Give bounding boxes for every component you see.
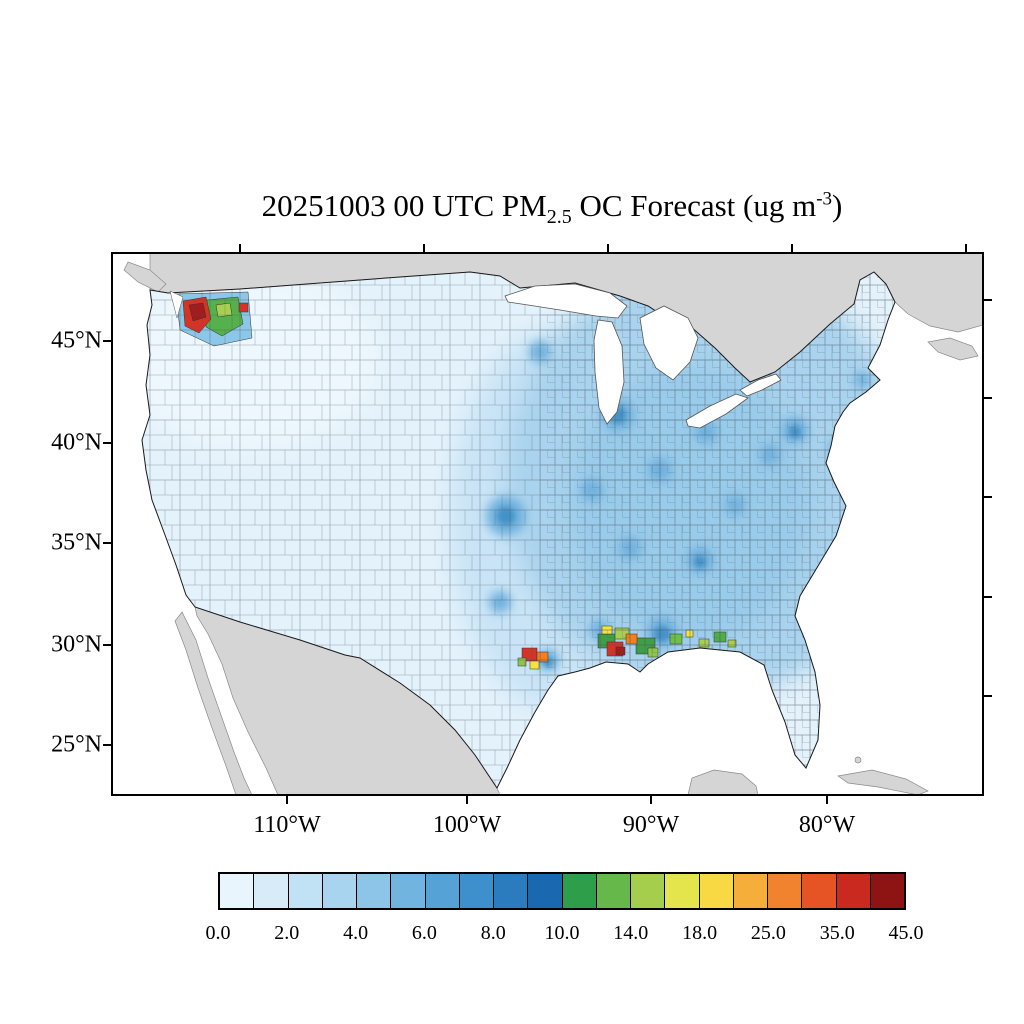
lon-label-100w: 100°W [432,812,502,838]
title-text: 20251003 00 UTC PM [261,188,547,223]
colorbar-cell [357,874,392,908]
lake-michigan [593,319,625,425]
title-subscript: 2.5 [546,206,572,229]
lat-label-45n: 45°N [51,327,102,354]
nova-scotia [927,337,979,361]
colorbar-cell [768,874,803,908]
figure-title: 20251003 00 UTC PM2.5 OC Forecast (ug m-… [80,188,1024,229]
colorbar-cell [596,874,631,908]
colorbar-tick-label: 6.0 [411,922,437,944]
puget-sound [169,290,184,319]
colorbar-cell [494,874,529,908]
colorbar-cell [665,874,700,908]
colorbar-cell [254,874,289,908]
colorbar-labels: 0.0 2.0 4.0 6.0 8.0 10.0 14.0 18.0 25.0 35.0 45.0 [206,922,924,948]
colorbar-cell [733,874,768,908]
colorbar-tick-label: 8.0 [480,922,506,944]
colorbar-tick-label: 2.0 [274,922,300,944]
colorbar-tick-label: 4.0 [343,922,369,944]
colorbar-tick-label: 45.0 [888,922,924,944]
title-text2: OC Forecast (ug m [571,188,817,223]
colorbar-cell [459,874,494,908]
lat-label-35n: 35°N [51,529,102,556]
bahamas [854,756,862,764]
colorbar-cell [425,874,460,908]
title-superscript: -3 [816,188,833,210]
colorbar-cell [870,874,904,908]
colorbar-cell [220,874,255,908]
lake-huron [639,305,699,381]
title-text3: ) [832,188,843,223]
cuba [837,769,929,796]
lat-label-25n: 25°N [51,731,102,758]
lat-label-30n: 30°N [51,631,102,658]
colorbar-cell [699,874,734,908]
colorbar [218,872,906,910]
lake-ontario [739,373,782,397]
colorbar-cell [322,874,357,908]
colorbar-cell [631,874,666,908]
lon-label-110w: 110°W [253,812,321,838]
us-outline [141,271,896,789]
axis-ticks [103,244,992,804]
colorbar-cell [802,874,837,908]
colorbar-tick-label: 0.0 [205,922,231,944]
colorbar-cell [528,874,563,908]
plot-frame [111,252,984,796]
lat-label-40n: 40°N [51,429,102,456]
colorbar-cell [288,874,323,908]
colorbar-tick-label: 35.0 [819,922,855,944]
colorbar-tick-label: 10.0 [544,922,580,944]
colorbar-cell [391,874,426,908]
lon-label-80w: 80°W [798,812,856,838]
lake-erie [685,393,749,429]
colorbar-tick-label: 25.0 [750,922,786,944]
colorbar-cell [836,874,871,908]
great-lakes [169,283,782,429]
colorbar-tick-label: 14.0 [613,922,649,944]
colorbar-tick-label: 18.0 [682,922,718,944]
lake-superior [504,283,628,319]
lon-label-90w: 90°W [622,812,680,838]
colorbar-cell [562,874,597,908]
